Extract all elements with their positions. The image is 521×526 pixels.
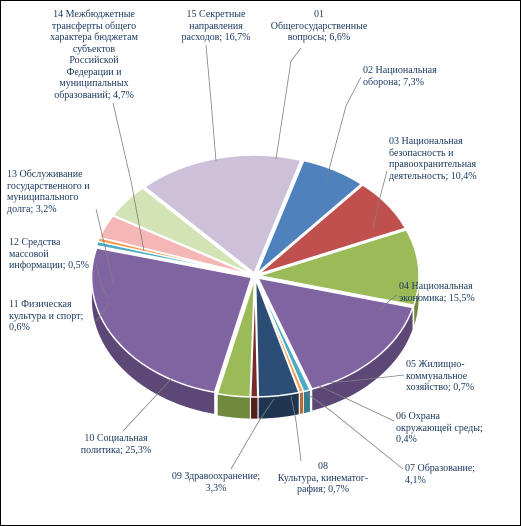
slice-label: 08 Культура, кинематог- рафия; 0,7% xyxy=(263,461,383,496)
leader-line xyxy=(276,48,301,159)
leader-line xyxy=(206,45,216,161)
pie-tops xyxy=(92,155,419,397)
pie-side xyxy=(251,397,258,419)
slice-label: 07 Образование; 4,1% xyxy=(405,463,505,486)
leader-line xyxy=(326,77,361,181)
chart-frame: 01 Общегосударственные вопросы; 6,6% 02 Н… xyxy=(0,0,521,526)
slice-label: 02 Национальная оборона; 7,3% xyxy=(363,65,473,88)
slice-label: 04 Национальная экономика; 15,5% xyxy=(399,281,509,304)
slice-label: 11 Физическая культура и спорт; 0,6% xyxy=(9,299,119,334)
slice-label: 05 Жилищно- коммунальное хозяйство; 0,7% xyxy=(406,359,511,394)
pie-side xyxy=(217,394,250,419)
slice-label: 03 Национальная безопасность и правоохра… xyxy=(389,136,509,182)
pie-side xyxy=(300,392,304,415)
slice-label: 13 Обслуживание государственного и муниц… xyxy=(7,169,127,215)
slice-label: 09 Здравоохранение; 3,3% xyxy=(151,471,281,494)
slice-label: 10 Социальная политика; 25,3% xyxy=(61,433,171,456)
slice-label: 14 Межбюджетные трансферты общего характ… xyxy=(29,9,159,101)
slice-label: 15 Секретные направления расходов; 16,7% xyxy=(161,9,271,44)
slice-label: 01 Общегосударственные вопросы; 6,6% xyxy=(259,9,379,44)
slice-label: 12 Средства массовой информации; 0,5% xyxy=(9,237,119,272)
slice-label: 06 Охрана окружающей среды; 0,4% xyxy=(396,411,506,446)
